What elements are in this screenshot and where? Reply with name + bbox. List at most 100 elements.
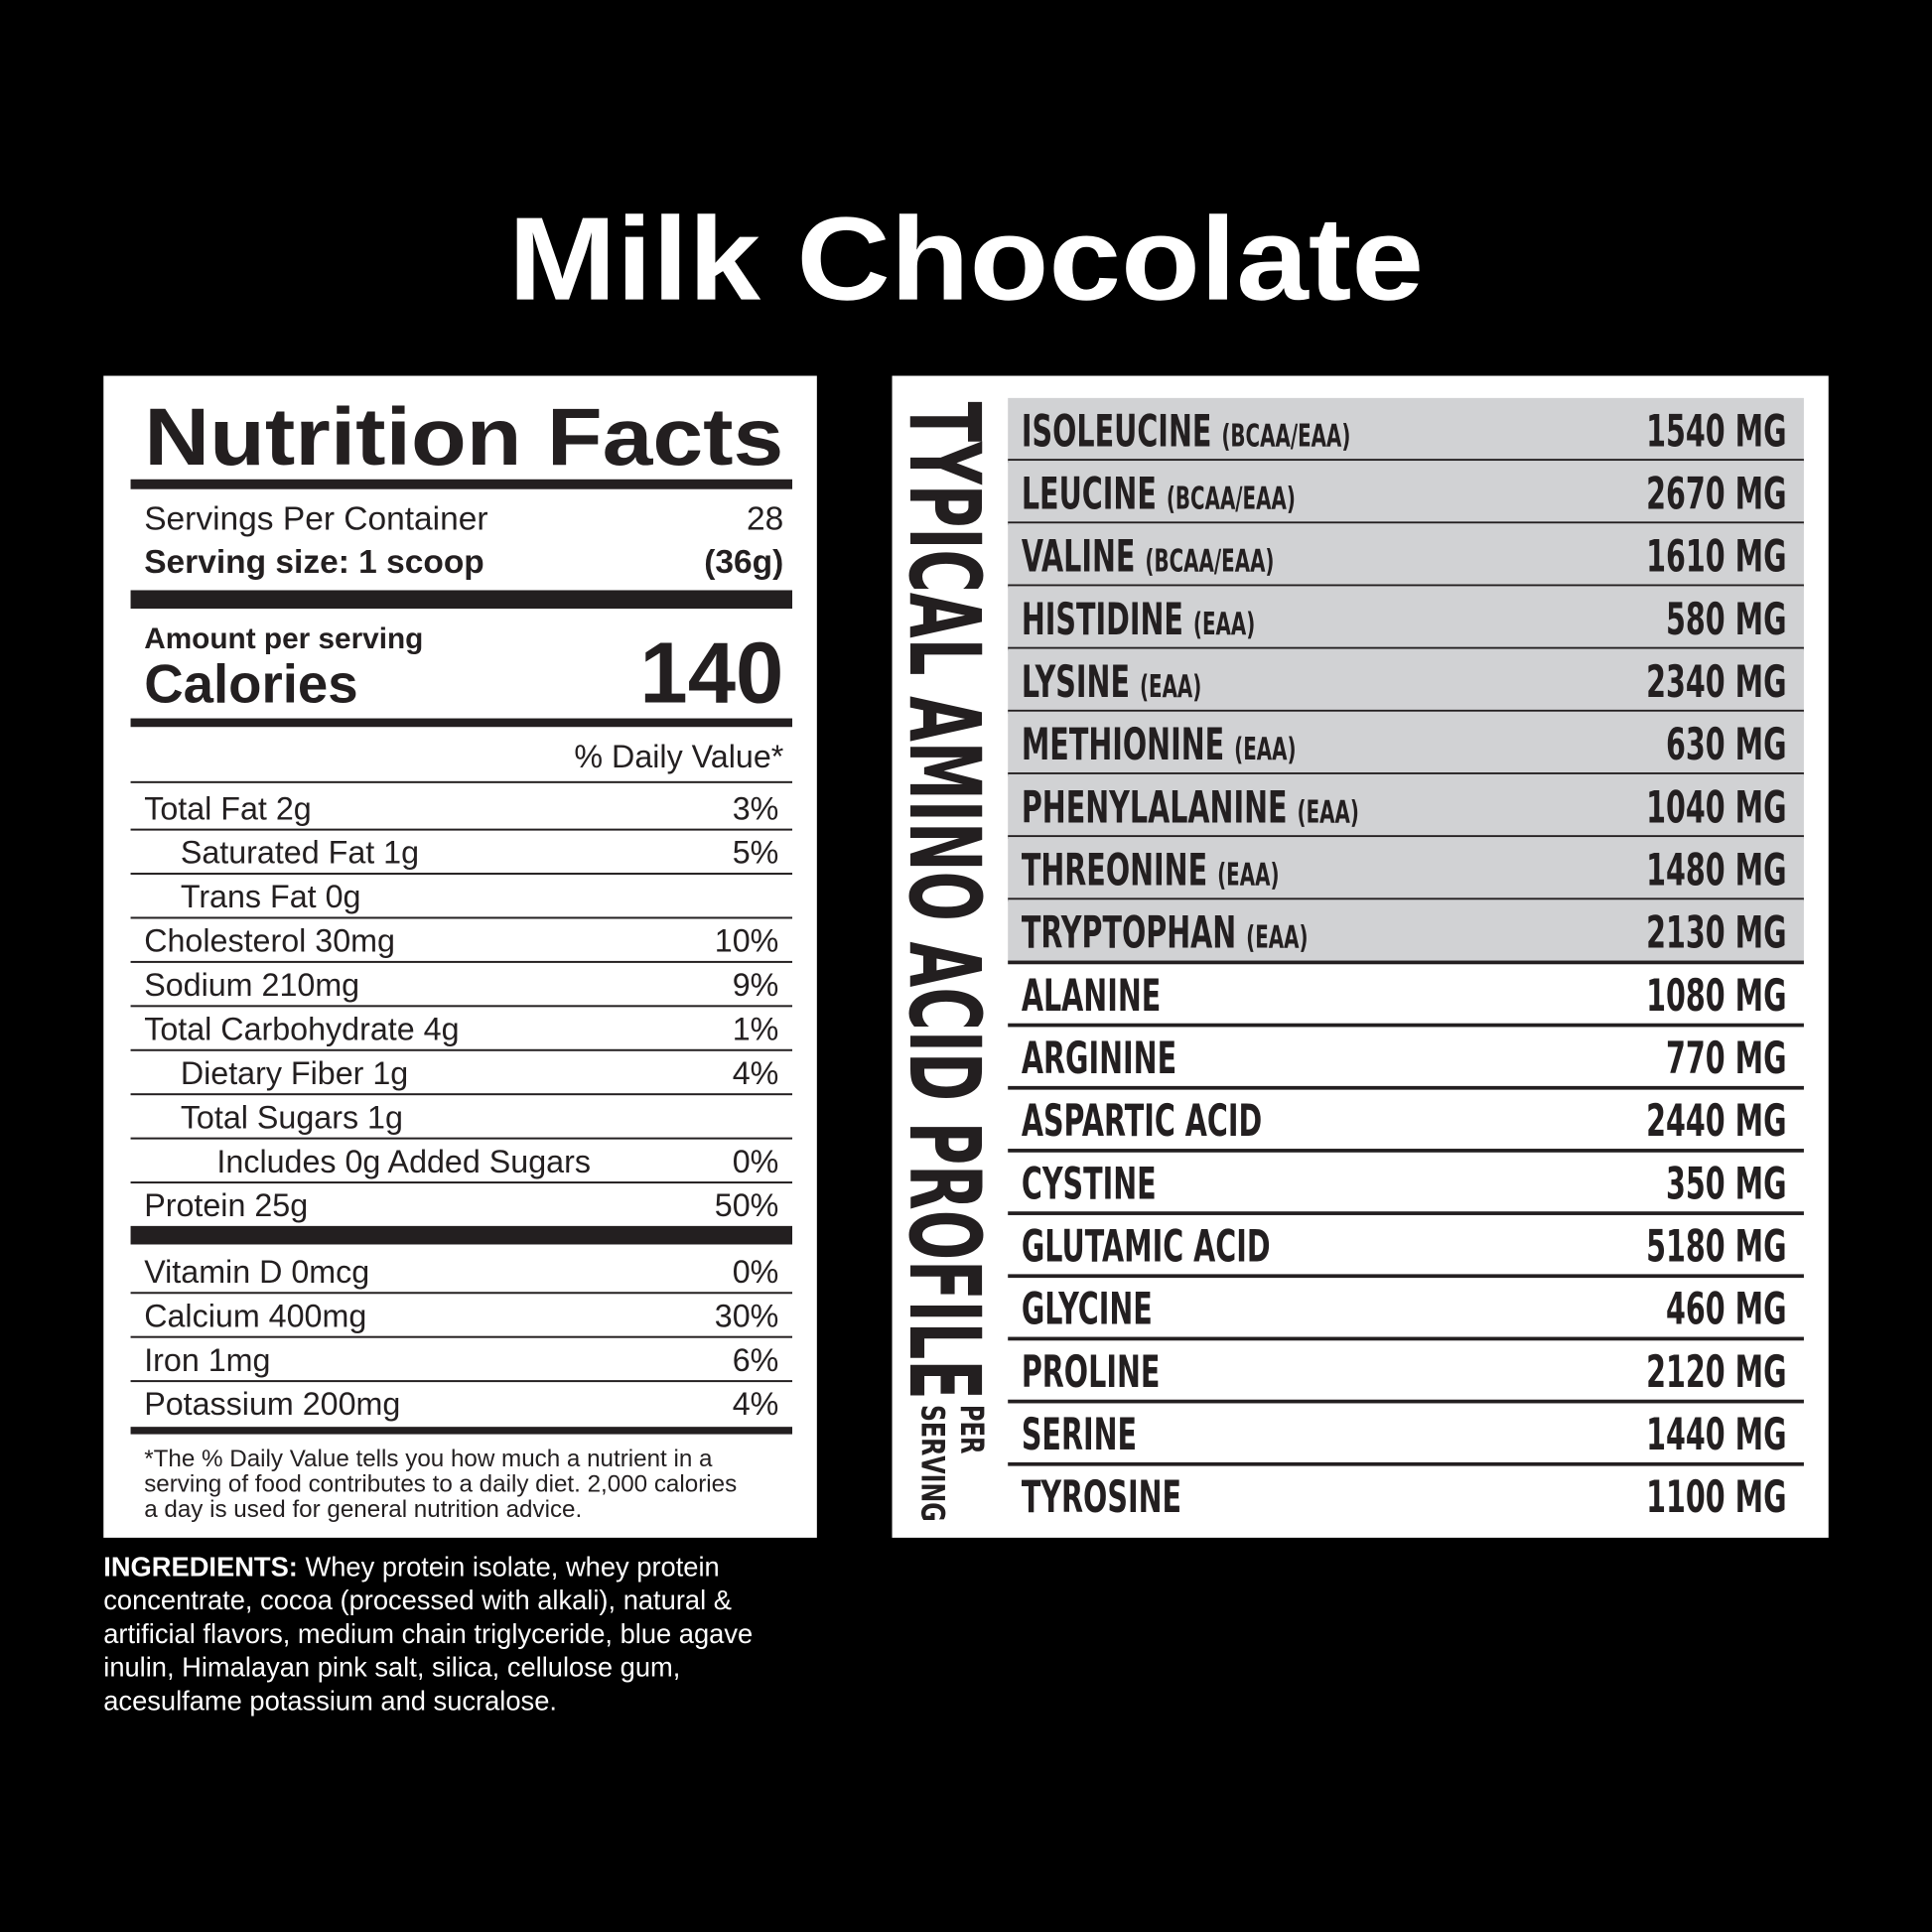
amino-name: ARGININE <box>1022 1032 1176 1083</box>
amino-acid: ASPARTIC ACID <box>1022 1094 1262 1146</box>
amino-name: ALANINE <box>1022 969 1161 1021</box>
amino-acid: ALANINE <box>1022 969 1161 1021</box>
amino-name: TYROSINE <box>1022 1470 1181 1522</box>
amino-name: SERINE <box>1022 1408 1137 1459</box>
amino-name: METHIONINE (EAA) <box>1022 718 1297 769</box>
row-shade <box>1008 523 1804 587</box>
amino-name: PHENYLALANINE (EAA) <box>1022 781 1359 833</box>
amino-space <box>1135 530 1145 582</box>
row-shade <box>1008 586 1804 649</box>
ingredients-line: inulin, Himalayan pink salt, silica, cel… <box>103 1652 680 1683</box>
row-shade <box>1008 899 1804 963</box>
amino-space <box>1288 781 1298 833</box>
amino-amount: 1100 MG <box>1646 1470 1786 1522</box>
amino-amount: 460 MG <box>1666 1283 1787 1334</box>
rule-thin <box>130 1005 793 1008</box>
amino-space <box>1183 593 1193 644</box>
amino-amount: 2670 MG <box>1646 468 1786 519</box>
amino-acid: CYSTINE <box>1022 1158 1157 1209</box>
amino-space <box>1211 405 1221 457</box>
rule-thin <box>130 1137 793 1140</box>
amino-name: HISTIDINE (EAA) <box>1022 593 1255 644</box>
nutrient-label: Includes 0g Added Sugars <box>216 1144 591 1179</box>
amino-amount: 1440 MG <box>1646 1408 1786 1459</box>
ingredients-text: Whey protein isolate, whey protein <box>305 1551 719 1582</box>
nutrient-label: Iron 1mg <box>144 1342 270 1378</box>
amino-acid: LEUCINE <box>1022 468 1157 519</box>
amino-acid: PHENYLALANINE <box>1022 781 1288 833</box>
amino-subtitle: PER <box>953 1405 991 1454</box>
nutrient-dv: 10% <box>715 923 779 959</box>
rule-thin <box>130 960 793 963</box>
amino-name: THREONINE (EAA) <box>1022 844 1280 896</box>
amino-amount: 2130 MG <box>1646 906 1786 958</box>
amount-label: Amount per serving <box>144 622 423 655</box>
ingredients-text: concentrate, cocoa (processed with alkal… <box>103 1585 732 1615</box>
amino-acid: PROLINE <box>1022 1345 1161 1397</box>
daily-value-header: % Daily Value* <box>574 739 783 774</box>
serving-size-label: Serving size: 1 scoop <box>144 544 484 581</box>
rule-thin <box>130 780 793 783</box>
ingredients-line: acesulfame potassium and sucralose. <box>103 1685 557 1716</box>
amino-amount: 770 MG <box>1666 1032 1787 1083</box>
nutrient-label: Cholesterol 30mg <box>144 923 395 959</box>
row-rule <box>1008 960 1804 965</box>
amino-acid: HISTIDINE <box>1022 593 1183 644</box>
amino-tag: (EAA) <box>1246 920 1308 956</box>
amino-amount: 630 MG <box>1666 718 1787 769</box>
calories-value: 140 <box>639 624 783 721</box>
rule-thin <box>130 1093 793 1096</box>
nutrient-dv: 50% <box>715 1187 779 1223</box>
amino-tag: (EAA) <box>1140 670 1201 706</box>
nutrient-label: Calcium 400mg <box>144 1298 366 1333</box>
amino-acid: TYROSINE <box>1022 1470 1181 1522</box>
amino-tag: (BCAA/EAA) <box>1145 544 1274 580</box>
row-shade <box>1008 397 1804 462</box>
amino-title: TYPICAL AMINO ACID PROFILE <box>887 402 1001 1400</box>
footnote-line: *The % Daily Value tells you how much a … <box>144 1446 713 1472</box>
ingredients-text: artificial flavors, medium chain triglyc… <box>103 1618 753 1649</box>
servings-value: 28 <box>747 501 783 538</box>
nutrient-label: Vitamin D 0mcg <box>144 1254 369 1290</box>
amino-amount: 1540 MG <box>1646 405 1786 457</box>
nutrient-label: Trans Fat 0g <box>181 879 361 914</box>
calories-label: Calories <box>144 653 357 714</box>
amino-amount: 350 MG <box>1666 1158 1787 1209</box>
ingredients: INGREDIENTS: Whey protein isolate, whey … <box>103 1551 753 1716</box>
serving-size-value: (36g) <box>704 544 783 581</box>
ingredients-line: concentrate, cocoa (processed with alkal… <box>103 1585 732 1615</box>
amino-name: ASPARTIC ACID <box>1022 1094 1262 1146</box>
nutrition-panel <box>103 375 817 1538</box>
nutrient-label: Saturated Fat 1g <box>181 835 419 871</box>
footnote-line: serving of food contributes to a daily d… <box>144 1470 737 1497</box>
amino-amount: 1080 MG <box>1646 969 1786 1021</box>
rule <box>130 1427 793 1435</box>
amino-acid: METHIONINE <box>1022 718 1224 769</box>
row-rule <box>1008 1149 1804 1153</box>
nutrient-dv: 1% <box>733 1011 779 1046</box>
rule-thin <box>130 1380 793 1383</box>
amino-tag: (EAA) <box>1217 858 1279 894</box>
amino-acid: GLUTAMIC ACID <box>1022 1220 1271 1272</box>
amino-tag: (EAA) <box>1193 607 1255 642</box>
rule-thin <box>130 916 793 919</box>
amino-name: GLUTAMIC ACID <box>1022 1220 1271 1272</box>
nutrient-dv: 0% <box>733 1254 779 1290</box>
amino-name: CYSTINE <box>1022 1158 1157 1209</box>
nutrient-label: Total Sugars 1g <box>181 1099 403 1135</box>
ingredients-space <box>298 1551 306 1582</box>
amino-amount: 1480 MG <box>1646 844 1786 896</box>
row-rule <box>1008 1461 1804 1466</box>
rule <box>130 1225 793 1245</box>
ingredients-text: inulin, Himalayan pink salt, silica, cel… <box>103 1652 680 1683</box>
rule <box>130 479 793 489</box>
amino-name: PROLINE <box>1022 1345 1161 1397</box>
amino-amount: 1040 MG <box>1646 781 1786 833</box>
rule-thin <box>130 828 793 831</box>
flavor-title: Milk Chocolate <box>508 194 1424 326</box>
nutrient-dv: 4% <box>733 1055 779 1091</box>
amino-amount: 1610 MG <box>1646 530 1786 582</box>
nutrient-label: Total Fat 2g <box>144 790 312 826</box>
amino-name: LYSINE (EAA) <box>1022 655 1202 707</box>
